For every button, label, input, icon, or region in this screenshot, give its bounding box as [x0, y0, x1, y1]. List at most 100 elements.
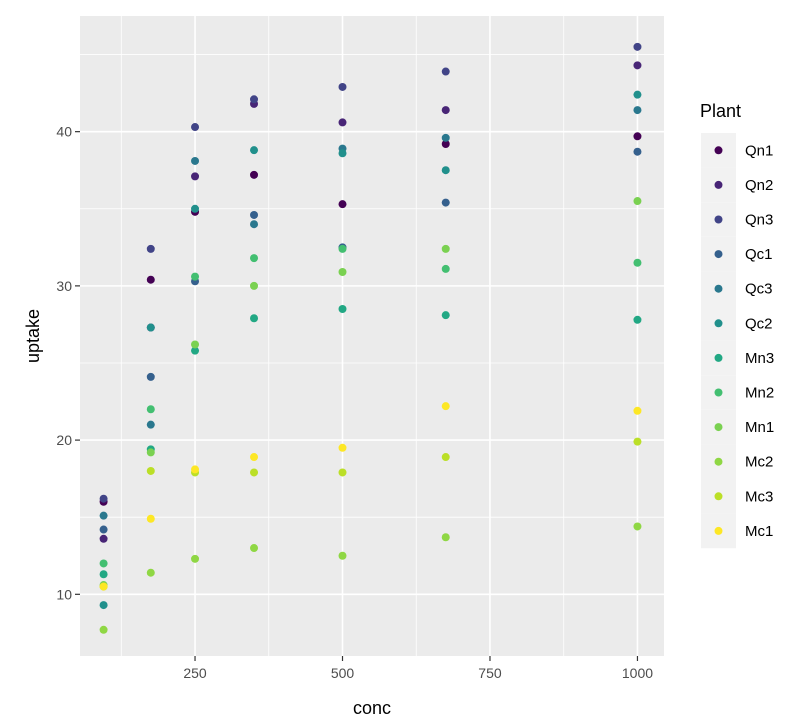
data-point: [441, 264, 450, 273]
data-point: [633, 197, 642, 206]
data-point: [146, 514, 155, 523]
data-point: [441, 140, 450, 148]
data-point: [441, 402, 450, 411]
data-point: [633, 315, 642, 324]
data-point: [250, 468, 259, 477]
data-point: [146, 568, 155, 577]
data-point: [191, 156, 200, 165]
data-point: [633, 42, 642, 51]
data-point: [633, 90, 642, 99]
data-point: [250, 220, 259, 229]
x-axis-ticks: 250 500 750 1000: [183, 656, 653, 681]
data-point: [441, 166, 450, 175]
data-point: [191, 123, 200, 132]
data-point: [250, 314, 259, 323]
legend-key: [714, 319, 723, 328]
legend-key: [714, 250, 723, 259]
data-point: [633, 406, 642, 415]
legend-label: Mn1: [745, 419, 774, 436]
data-point: [191, 172, 200, 181]
data-point: [338, 551, 347, 560]
data-point: [250, 544, 259, 553]
data-point: [99, 511, 108, 520]
data-point: [99, 525, 108, 534]
data-point: [338, 305, 347, 314]
data-point: [146, 323, 155, 332]
y-axis-title: uptake: [23, 309, 43, 363]
data-point: [633, 522, 642, 531]
data-point: [250, 254, 259, 263]
data-point: [338, 200, 347, 209]
legend-key: [714, 526, 723, 535]
data-point: [250, 281, 259, 290]
legend-label: Mc3: [745, 488, 773, 505]
data-point: [633, 437, 642, 446]
data-point: [441, 311, 450, 320]
data-point: [441, 244, 450, 253]
data-point: [191, 346, 200, 355]
data-point: [441, 533, 450, 542]
y-tick-label: 10: [56, 586, 72, 602]
legend-key: [714, 457, 723, 466]
data-point: [191, 272, 200, 281]
data-point: [99, 494, 108, 503]
x-tick-label: 250: [183, 665, 207, 681]
data-point: [250, 210, 259, 219]
legend-label: Mn3: [745, 350, 774, 367]
panel-background: [80, 16, 664, 656]
data-point: [191, 340, 200, 349]
legend-label: Qc1: [745, 246, 773, 263]
legend-key: [714, 215, 723, 224]
data-point: [99, 570, 108, 579]
legend-label: Mn2: [745, 385, 774, 402]
data-point: [99, 582, 108, 591]
data-point: [99, 601, 108, 610]
data-point: [250, 453, 259, 462]
data-point: [633, 147, 642, 156]
data-point: [338, 118, 347, 127]
legend-items: Qn1 Qn2 Qn3 Qc1 Qc3 Qc2 Mn3 Mn2 Mn1 Mc2 Mc3 Mc1: [701, 133, 774, 549]
data-point: [441, 453, 450, 462]
data-point: [441, 133, 450, 142]
data-point: [250, 95, 259, 104]
data-point: [146, 275, 155, 284]
data-point: [338, 443, 347, 452]
data-point: [338, 244, 347, 253]
data-point: [338, 468, 347, 477]
data-point: [633, 61, 642, 70]
minor-gridlines: [80, 16, 664, 656]
data-point: [250, 146, 259, 155]
data-point: [146, 405, 155, 414]
data-point: [146, 448, 155, 457]
legend-title: Plant: [700, 101, 741, 121]
legend-label: Qn2: [745, 177, 773, 194]
data-point: [441, 67, 450, 76]
data-point: [99, 625, 108, 634]
data-points: [99, 42, 642, 634]
data-point: [146, 372, 155, 381]
data-point: [441, 106, 450, 115]
data-point: [191, 204, 200, 213]
legend-key: [714, 353, 723, 362]
legend-label: Qc2: [745, 315, 773, 332]
data-point: [146, 244, 155, 253]
y-tick-label: 40: [56, 124, 72, 140]
major-gridlines: [80, 16, 664, 656]
x-tick-label: 500: [331, 665, 355, 681]
legend-key: [714, 423, 723, 432]
x-tick-label: 1000: [622, 665, 653, 681]
data-point: [250, 170, 259, 179]
data-point: [633, 132, 642, 141]
legend-key: [714, 146, 723, 155]
legend-key: [714, 388, 723, 397]
data-point: [146, 420, 155, 429]
data-point: [146, 466, 155, 475]
legend: Plant Qn1 Qn2 Qn3 Qc1 Qc3 Qc2 Mn3 Mn2 Mn1 Mc2 Mc3 M…: [700, 101, 774, 549]
data-point: [338, 82, 347, 91]
data-point: [191, 554, 200, 563]
legend-label: Qc3: [745, 281, 773, 298]
data-point: [633, 106, 642, 115]
legend-key: [714, 284, 723, 293]
data-point: [191, 465, 200, 474]
